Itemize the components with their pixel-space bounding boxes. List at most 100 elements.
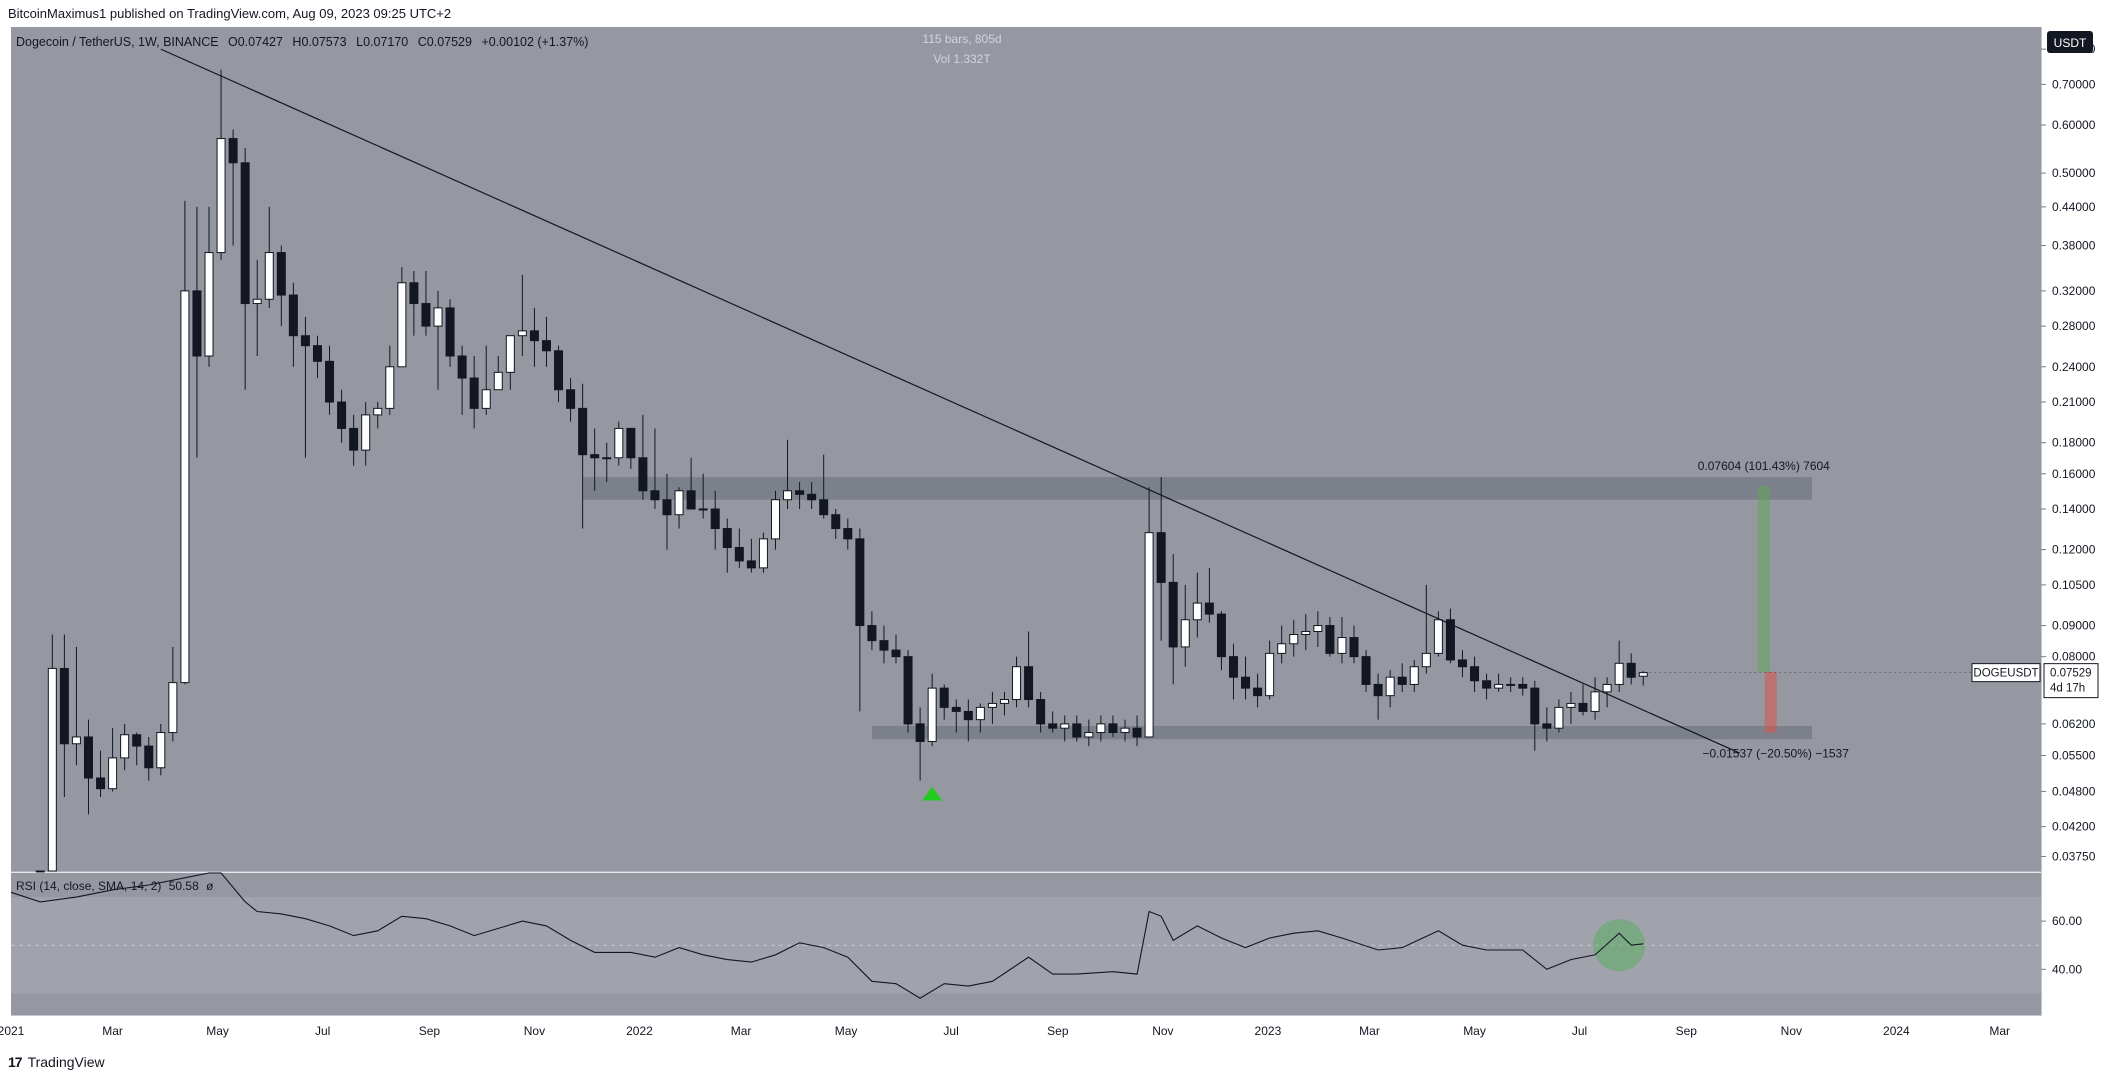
candle-body: [1445, 619, 1455, 661]
candle-body: [1289, 634, 1299, 645]
candle-body: [397, 282, 407, 368]
ohlc-h-label: H: [292, 35, 301, 49]
candle-body: [1602, 683, 1612, 693]
candle-body: [144, 745, 154, 769]
x-tick-label: Sep: [419, 1024, 441, 1038]
x-tick-label: Nov: [524, 1024, 545, 1038]
candle-body: [156, 732, 166, 769]
ohlc-l-value: 0.07170: [363, 35, 408, 49]
candle-body: [517, 330, 527, 337]
rsi-tick-label: 40.00: [2052, 962, 2082, 976]
candle-body: [1253, 687, 1263, 697]
candle-body: [1614, 662, 1624, 685]
x-tick-label: 2024: [1883, 1024, 1910, 1038]
candle-body: [1060, 723, 1070, 729]
candle-body: [1385, 676, 1395, 697]
zones-layer: [582, 477, 1813, 740]
x-tick-label: Mar: [1989, 1024, 2010, 1038]
candle-body: [71, 736, 81, 745]
candle-body: [35, 870, 45, 873]
rsi-legend[interactable]: RSI (14, close, SMA, 14, 2) 50.58 ø: [16, 879, 214, 893]
candle-body: [96, 777, 106, 790]
candle-body: [1108, 723, 1118, 734]
candle-body: [819, 499, 829, 516]
ohlc-c-value: 0.07529: [427, 35, 472, 49]
x-tick-label: 2023: [1255, 1024, 1282, 1038]
x-tick-label: Sep: [1047, 1024, 1069, 1038]
y-tick-label: 0.21000: [2052, 395, 2096, 409]
price-axis-strip: [2042, 27, 2114, 1015]
candle-body: [939, 687, 949, 708]
ohlc-legend: O0.07427 H0.07573 L0.07170 C0.07529 +0.0…: [228, 35, 588, 49]
trendline-layer: [160, 48, 1740, 801]
last-price-value: 0.07529: [2050, 668, 2092, 680]
candle-body: [915, 723, 925, 742]
x-tick-label: 2022: [626, 1024, 653, 1038]
candle-body: [1482, 680, 1492, 689]
candle-body: [1313, 625, 1323, 632]
x-tick-label: Mar: [731, 1024, 752, 1038]
candle-body: [1204, 602, 1214, 615]
candle-body: [662, 499, 672, 516]
x-tick-label: May: [835, 1024, 858, 1038]
footer-brand[interactable]: 17 TradingView: [8, 1054, 105, 1070]
candle-body: [722, 528, 732, 548]
candle-body: [252, 298, 262, 305]
range-info: 115 bars, 805d: [922, 32, 1001, 46]
candle-body: [1361, 656, 1371, 685]
candle-body: [1566, 702, 1576, 708]
candle-body: [783, 490, 793, 501]
svg-text:O0.07427 H0.07573: O0.07427 H0.07573 L0.07170 C0.07529 +0.0…: [228, 35, 588, 49]
candle-body: [1397, 676, 1407, 685]
y-tick-label: 0.12000: [2052, 543, 2096, 557]
candle-body: [975, 706, 985, 721]
candle-body: [83, 736, 93, 779]
rsi-legend-extra: ø: [206, 879, 214, 893]
candle-body: [891, 649, 901, 658]
ohlc-o-value: 0.07427: [238, 35, 283, 49]
candle-body: [903, 656, 913, 725]
candle-body: [373, 407, 383, 416]
candle-body: [1228, 656, 1238, 678]
candle-body: [361, 414, 371, 451]
y-tick-label: 0.50000: [2052, 166, 2096, 180]
candle-body: [1012, 666, 1022, 701]
candle-body: [807, 493, 817, 501]
rsi-legend-value: 50.58: [169, 879, 199, 893]
candle-body: [638, 457, 648, 492]
candle-body: [1337, 637, 1347, 654]
candle-body: [59, 667, 69, 745]
candle-body: [1048, 723, 1058, 729]
x-tick-label: Jul: [943, 1024, 958, 1038]
price-pane[interactable]: [11, 27, 2041, 872]
rsi-legend-label: RSI (14, close, SMA, 14, 2): [16, 879, 161, 893]
symbol-legend-name[interactable]: Dogecoin / TetherUS, 1W, BINANCE: [16, 35, 219, 49]
candle-body: [1470, 666, 1480, 682]
candle-body: [228, 138, 238, 164]
candle-body: [1265, 652, 1275, 697]
candle-body: [831, 514, 841, 530]
candle-body: [457, 355, 467, 379]
candle-body: [1530, 687, 1540, 725]
candle-body: [288, 294, 298, 337]
candle-body: [1325, 625, 1335, 654]
y-tick-label: 0.14000: [2052, 502, 2096, 516]
rsi-highlight-circle: [1593, 919, 1646, 972]
time-axis-strip: [11, 1016, 2042, 1046]
candle-body: [1494, 683, 1504, 689]
y-tick-label: 0.60000: [2052, 118, 2096, 132]
currency-badge[interactable]: USDT: [2047, 31, 2093, 53]
candle-body: [1241, 676, 1251, 689]
candle-body: [1373, 683, 1383, 697]
candle-body: [1433, 619, 1443, 654]
short-projection-label: −0.01537 (−20.50%) −1537: [1702, 747, 1849, 761]
y-tick-label: 0.38000: [2052, 239, 2096, 253]
x-tick-label: Jul: [1572, 1024, 1587, 1038]
time-axis[interactable]: 2021 Mar May Jul Sep Nov 2022 Mar May Jul Sep Nov 20…: [0, 1024, 2010, 1038]
candle-body: [529, 330, 539, 342]
candle-body: [1084, 732, 1094, 738]
candle-body: [216, 138, 226, 254]
last-price-symbol: DOGEUSDT: [1973, 668, 2038, 680]
last-price-label: DOGEUSDT 0.07529 4d 17h: [1971, 663, 2099, 699]
